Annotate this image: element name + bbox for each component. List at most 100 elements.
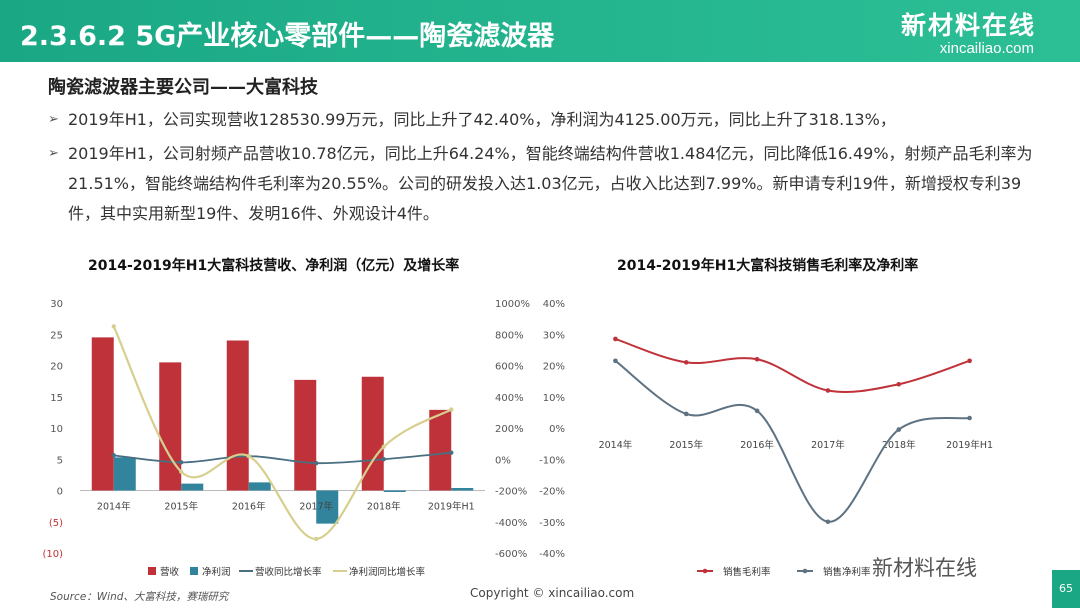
bar-revenue [294, 379, 317, 491]
section-heading: 陶瓷滤波器主要公司——大富科技 [48, 77, 318, 98]
point-revenue-growth [179, 460, 184, 465]
point-gross-margin [896, 381, 902, 387]
point-gross-margin [967, 358, 972, 364]
y-left-tick-label: 30 [50, 299, 63, 310]
y-right-tick-label: -400% [495, 518, 527, 529]
y-left-tick-label: (10) [42, 549, 63, 560]
point-net-margin [613, 358, 618, 364]
copyright-text: Copyright © xincailiao.com [470, 586, 635, 600]
point-revenue-growth [111, 453, 116, 458]
y-right-tick-label: 800% [495, 330, 524, 341]
y-tick-label: -20% [539, 487, 565, 498]
x-tick-label: 2018年 [367, 501, 401, 513]
x-tick-label: 2016年 [232, 501, 266, 513]
y-right-tick-label: 400% [495, 393, 524, 404]
y-left-tick-label: 20 [50, 362, 63, 373]
y-right-tick-label: 600% [495, 362, 524, 373]
bar-net-profit [316, 490, 339, 524]
y-tick-label: 10% [543, 393, 565, 404]
page-number: 65 [1052, 570, 1080, 608]
y-tick-label: 20% [543, 362, 565, 373]
point-gross-margin [683, 360, 689, 365]
bar-revenue [429, 409, 452, 491]
y-right-tick-label: 1000% [495, 299, 530, 310]
legend-swatch [190, 567, 198, 575]
y-right-tick-label: -200% [495, 487, 527, 498]
y-right-tick-label: -600% [495, 549, 527, 560]
bar-revenue [159, 362, 182, 491]
x-tick-label: 2017年 [811, 439, 845, 451]
y-left-tick-label: 25 [50, 330, 63, 341]
x-tick-label: 2014年 [599, 439, 633, 451]
legend-marker [802, 568, 808, 574]
x-tick-label: 2019年H1 [946, 439, 993, 451]
legend-label: 营收同比增长率 [255, 566, 322, 578]
bar-net-profit [248, 482, 271, 491]
x-tick-label: 2016年 [740, 439, 774, 451]
point-net-margin [683, 411, 689, 417]
wechat-watermark: 新材料在线 [872, 556, 977, 580]
y-tick-label: 0% [549, 424, 565, 435]
bullet-text: 2019年H1，公司射频产品营收10.78亿元，同比上升64.24%，智能终端结… [68, 144, 1033, 223]
x-tick-label: 2015年 [669, 439, 703, 451]
slide-title: 2.3.6.2 5G产业核心零部件——陶瓷滤波器 [20, 21, 555, 52]
point-gross-margin [825, 388, 831, 393]
y-right-tick-label: 0% [495, 455, 511, 466]
x-tick-label: 2017年 [299, 501, 333, 513]
legend-marker [702, 568, 708, 574]
y-tick-label: 30% [543, 330, 565, 341]
header-bar: 2.3.6.2 5G产业核心零部件——陶瓷滤波器 新材料在线 xincailia… [0, 0, 1080, 62]
bullet-marker-icon: ➢ [48, 146, 59, 161]
y-tick-label: 40% [543, 299, 565, 310]
chart-title-left: 2014-2019年H1大富科技营收、净利润（亿元）及增长率 [88, 258, 460, 274]
x-tick-label: 2018年 [882, 439, 916, 451]
bar-revenue [226, 340, 249, 491]
legend-swatch [148, 567, 156, 575]
x-tick-label: 2015年 [164, 501, 198, 513]
bar-net-profit [451, 488, 474, 491]
y-left-tick-label: (5) [49, 518, 63, 529]
chart-title-right: 2014-2019年H1大富科技销售毛利率及净利率 [617, 258, 919, 274]
bullet-text: 2019年H1，公司实现营收128530.99万元，同比上升了42.40%，净利… [68, 110, 896, 129]
chart-revenue-profit: 30 25 20 15 10 5 0 (5) (10) 1000% 800% 600% 400% 200%… [42, 299, 530, 578]
point-gross-margin [754, 356, 760, 362]
y-tick-label: -40% [539, 549, 565, 560]
legend-label: 销售毛利率 [723, 566, 771, 578]
bar-revenue [361, 376, 384, 491]
y-left-tick-label: 15 [50, 393, 63, 404]
legend-label: 营收 [160, 566, 180, 578]
point-net-margin [754, 408, 760, 414]
point-gross-margin [613, 336, 618, 342]
legend-label: 销售净利率 [823, 566, 871, 578]
bullet-item: ➢ 2019年H1，公司射频产品营收10.78亿元，同比上升64.24%，智能终… [48, 139, 1038, 229]
point-net-profit-growth [449, 407, 454, 412]
point-revenue-growth [449, 450, 454, 455]
point-net-margin [825, 519, 831, 525]
x-tick-label: 2014年 [97, 501, 131, 513]
bar-net-profit [383, 490, 406, 492]
legend-label: 净利润同比增长率 [349, 566, 426, 578]
brand-logo: 新材料在线 [900, 11, 1036, 40]
source-note: Source：Wind、大富科技，赛瑞研究 [50, 591, 229, 603]
bar-net-profit [113, 457, 136, 491]
point-revenue-growth [314, 460, 319, 466]
chart-margin-rates: 40% 30% 20% 10% 0% -10% -20% -30% -40% 2014年 2015年… [539, 299, 993, 578]
line-gross-margin [615, 337, 970, 393]
point-net-profit-growth [381, 444, 386, 449]
y-left-tick-label: 5 [57, 455, 63, 466]
y-left-tick-label: 0 [57, 487, 63, 498]
y-tick-label: -30% [539, 518, 565, 529]
point-net-profit-growth [246, 453, 251, 459]
y-right-tick-label: 200% [495, 424, 524, 435]
point-net-margin [896, 427, 902, 432]
y-left-tick-label: 10 [50, 424, 63, 435]
point-net-profit-growth [179, 469, 184, 474]
bar-revenue [91, 337, 114, 491]
brand-url: xincailiao.com [939, 40, 1034, 57]
point-net-profit-growth [111, 324, 116, 329]
bullet-item: ➢ 2019年H1，公司实现营收128530.99万元，同比上升了42.40%，… [48, 105, 1038, 135]
point-net-margin [967, 415, 972, 421]
legend-label: 净利润 [202, 566, 231, 578]
x-tick-label: 2019年H1 [428, 501, 475, 513]
point-revenue-growth [381, 457, 386, 462]
